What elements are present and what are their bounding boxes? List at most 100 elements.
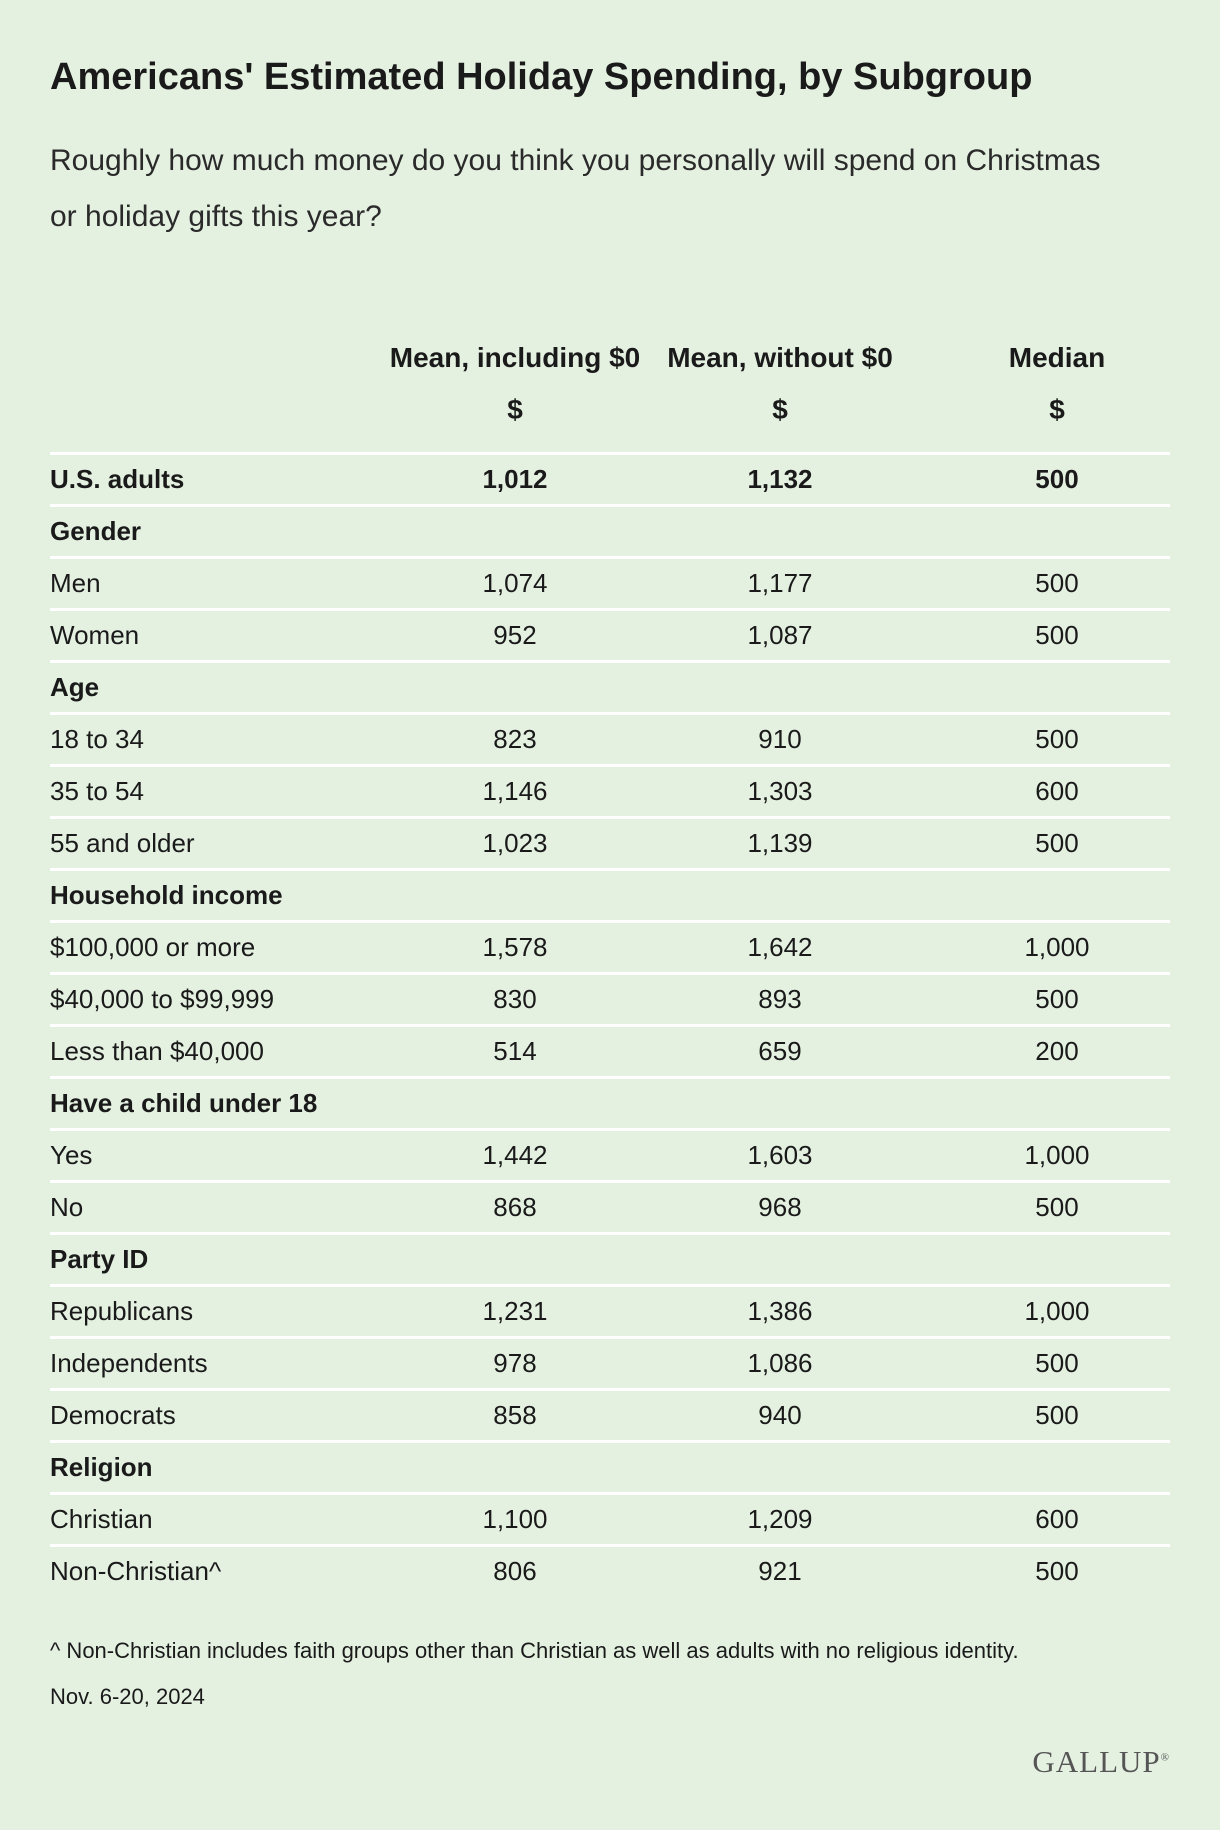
value-cell: 858 [493,1400,537,1430]
column-unit: $ [772,394,788,425]
group-header-row: Household income [50,868,1170,920]
value-cell: 1,139 [747,828,813,858]
value-cell: 1,000 [1024,1296,1090,1326]
row-label: Household income [50,880,283,910]
chart-title: Americans' Estimated Holiday Spending, b… [50,56,1033,98]
value-cell: 500 [1035,464,1079,494]
table-row: Republicans 1,231 1,386 1,000 [50,1284,1170,1336]
value-cell: 940 [758,1400,802,1430]
table-row: $100,000 or more 1,578 1,642 1,000 [50,920,1170,972]
value-cell: 1,386 [747,1296,813,1326]
value-cell: 1,231 [482,1296,548,1326]
column-name: Median [1008,342,1106,373]
table-row: $40,000 to $99,999 830 893 500 [50,972,1170,1024]
value-cell: 1,603 [747,1140,813,1170]
row-label: Independents [50,1348,208,1378]
row-label: Party ID [50,1244,149,1274]
group-header-row: Religion [50,1440,1170,1492]
row-label: 55 and older [50,828,195,858]
table-row: Yes 1,442 1,603 1,000 [50,1128,1170,1180]
row-label: No [50,1192,84,1222]
value-cell: 600 [1035,776,1079,806]
column-unit: $ [1049,394,1065,425]
column-unit: $ [507,394,523,425]
value-cell: 968 [758,1192,802,1222]
survey-date: Nov. 6-20, 2024 [50,1684,205,1709]
column-header-mean-without-zero: Mean, without $0 $ [650,308,910,426]
table-body: U.S. adults 1,012 1,132 500 Gender Men 1,074 1,… [50,452,1170,1596]
value-cell: 1,132 [747,464,813,494]
table-row: 18 to 34 823 910 500 [50,712,1170,764]
value-cell: 1,146 [482,776,548,806]
value-cell: 500 [1035,1192,1079,1222]
table-row: Less than $40,000 514 659 200 [50,1024,1170,1076]
column-name: Mean, including $0 [389,342,641,373]
chart-subtitle: Roughly how much money do you think you … [50,144,1101,233]
column-header-mean-including-zero: Mean, including $0 $ [385,308,645,426]
table-row: Men 1,074 1,177 500 [50,556,1170,608]
row-label: $40,000 to $99,999 [50,984,275,1014]
value-cell: 500 [1035,984,1079,1014]
value-cell: 1,023 [482,828,548,858]
column-header-median: Median $ [927,308,1187,426]
value-cell: 1,086 [747,1348,813,1378]
table-row: Christian 1,100 1,209 600 [50,1492,1170,1544]
table-row: 55 and older 1,023 1,139 500 [50,816,1170,868]
row-label: $100,000 or more [50,932,256,962]
value-cell: 659 [758,1036,802,1066]
value-cell: 1,012 [482,464,548,494]
value-cell: 1,642 [747,932,813,962]
group-header-row: Age [50,660,1170,712]
value-cell: 952 [493,620,537,650]
row-label: Christian [50,1504,153,1534]
group-header-row: Gender [50,504,1170,556]
value-cell: 978 [493,1348,537,1378]
logo-text: GALLUP [1032,1744,1161,1779]
value-cell: 1,100 [482,1504,548,1534]
value-cell: 910 [758,724,802,754]
row-label: Have a child under 18 [50,1088,318,1118]
value-cell: 868 [493,1192,537,1222]
value-cell: 1,000 [1024,932,1090,962]
row-label: Gender [50,516,142,546]
value-cell: 500 [1035,568,1079,598]
value-cell: 200 [1035,1036,1079,1066]
value-cell: 830 [493,984,537,1014]
registered-mark: ® [1160,1751,1170,1764]
value-cell: 1,074 [482,568,548,598]
value-cell: 500 [1035,620,1079,650]
row-label: Democrats [50,1400,176,1430]
value-cell: 823 [493,724,537,754]
table-row: 35 to 54 1,146 1,303 600 [50,764,1170,816]
value-cell: 600 [1035,1504,1079,1534]
row-label: Men [50,568,101,598]
value-cell: 1,442 [482,1140,548,1170]
value-cell: 1,303 [747,776,813,806]
value-cell: 1,177 [747,568,813,598]
column-name: Mean, without $0 [667,342,893,373]
value-cell: 1,000 [1024,1140,1090,1170]
value-cell: 500 [1035,1556,1079,1586]
total-row: U.S. adults 1,012 1,132 500 [50,452,1170,504]
value-cell: 500 [1035,724,1079,754]
row-label: 18 to 34 [50,724,144,754]
spending-table: Mean, including $0 $ Mean, without $0 $ … [50,300,1170,1596]
row-label: Non-Christian^ [50,1556,222,1586]
value-cell: 1,578 [482,932,548,962]
table-row: Non-Christian^ 806 921 500 [50,1544,1170,1596]
value-cell: 921 [758,1556,802,1586]
value-cell: 514 [493,1036,537,1066]
row-label: Yes [50,1140,93,1170]
group-header-row: Party ID [50,1232,1170,1284]
value-cell: 806 [493,1556,537,1586]
value-cell: 500 [1035,828,1079,858]
row-label: Age [50,672,100,702]
row-label: 35 to 54 [50,776,144,806]
table-row: Women 952 1,087 500 [50,608,1170,660]
table-row: No 868 968 500 [50,1180,1170,1232]
gallup-logo: GALLUP® [1032,1744,1170,1780]
value-cell: 893 [758,984,802,1014]
group-header-row: Have a child under 18 [50,1076,1170,1128]
value-cell: 500 [1035,1348,1079,1378]
row-label: Republicans [50,1296,194,1326]
